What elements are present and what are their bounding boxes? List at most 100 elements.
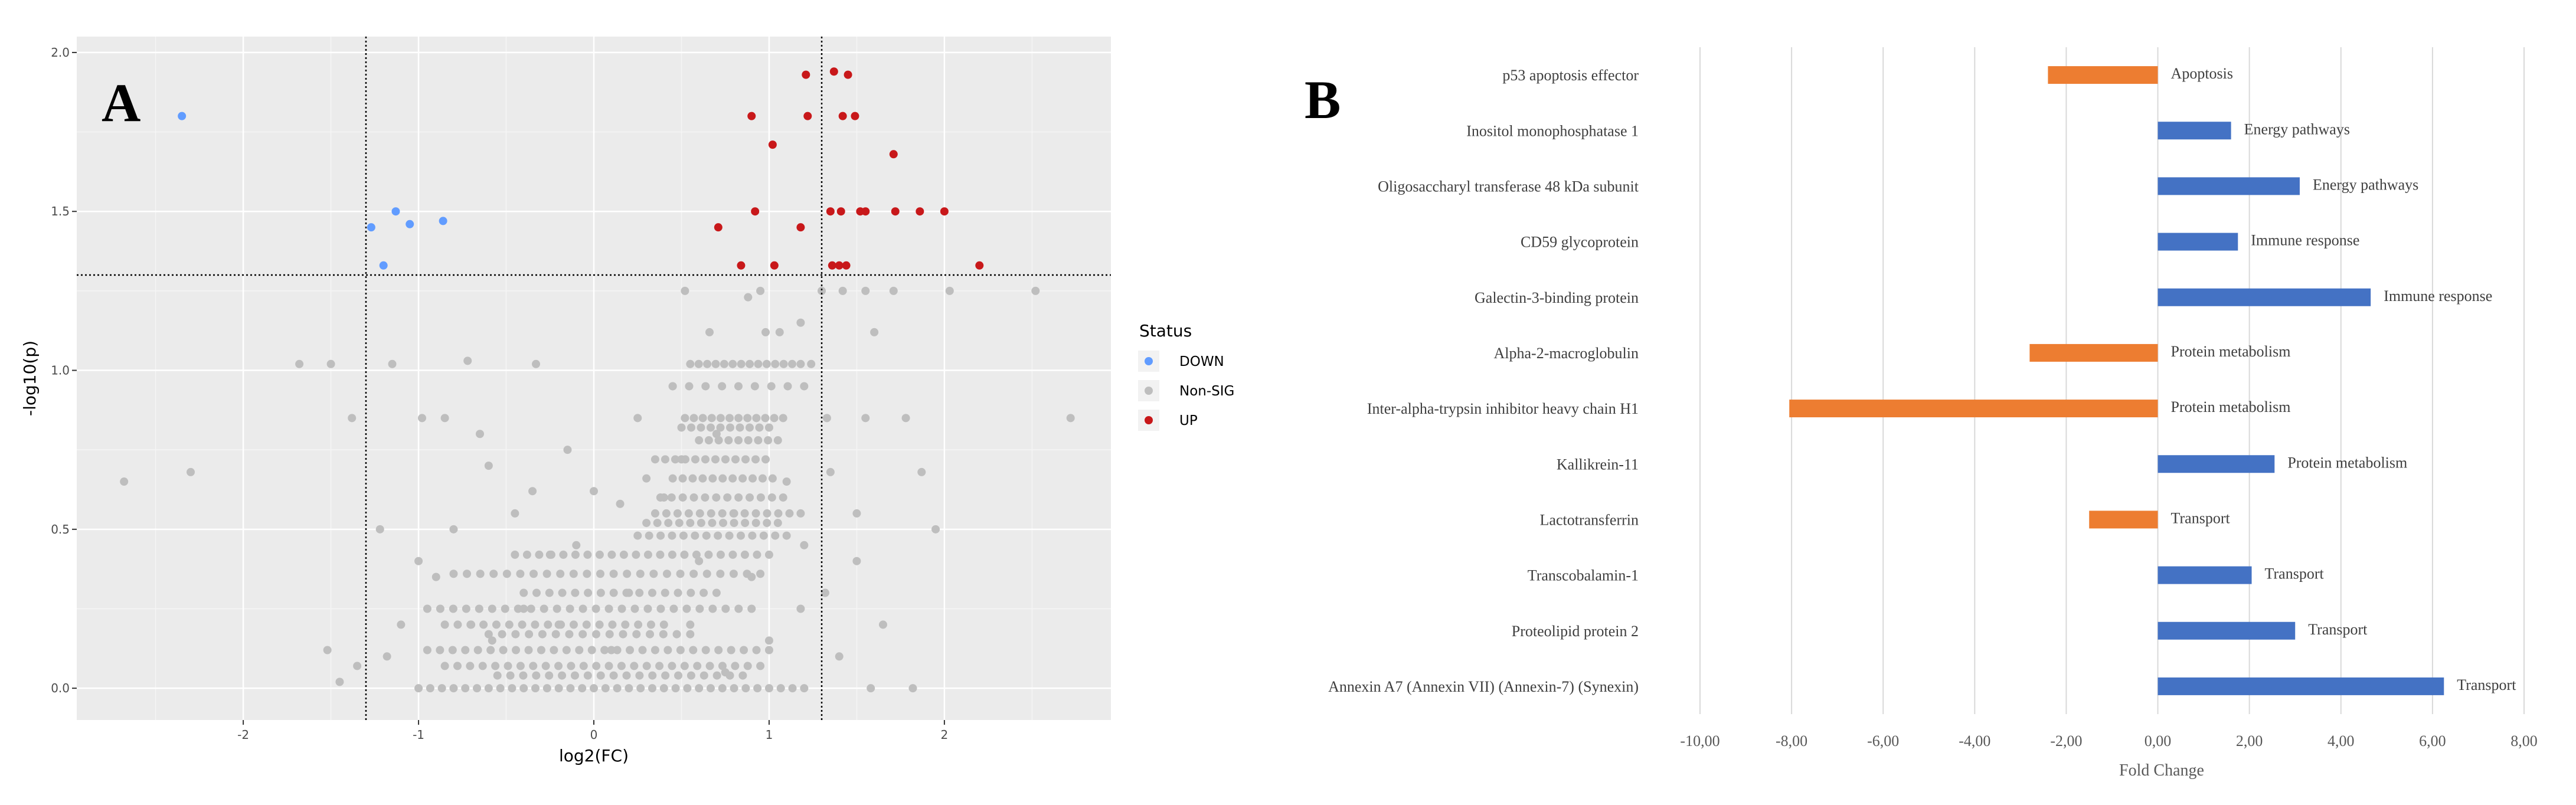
point-non-sig [796, 604, 805, 613]
point-non-sig [800, 684, 809, 693]
threshold-lines [77, 37, 1111, 720]
point-non-sig [714, 436, 723, 445]
point-non-sig [720, 359, 728, 368]
grid-lines [1699, 47, 2525, 714]
point-non-sig [753, 684, 762, 693]
point-non-sig [698, 474, 707, 483]
point-non-sig [608, 620, 617, 629]
point-non-sig [762, 359, 771, 368]
point-non-sig [607, 646, 616, 655]
point-non-sig [572, 541, 581, 549]
x-tick-label: 0 [590, 728, 598, 742]
point-non-sig [689, 646, 698, 655]
x-tick-label: 6,00 [2419, 732, 2446, 750]
point-non-sig [704, 436, 713, 445]
point-non-sig [746, 359, 754, 368]
point-non-sig [718, 382, 727, 391]
point-non-sig [668, 662, 676, 670]
point-non-sig [759, 531, 768, 540]
point-non-sig [554, 684, 563, 693]
point-non-sig [528, 487, 537, 496]
point-non-sig [461, 646, 470, 655]
point-non-sig [721, 668, 730, 677]
point-non-sig [728, 550, 737, 559]
bar [2029, 343, 2158, 362]
x-tick-label: -1 [413, 728, 424, 742]
point-non-sig [820, 588, 829, 597]
point-down [379, 261, 388, 270]
point-non-sig [440, 414, 449, 423]
point-non-sig [635, 588, 644, 597]
x-tick-label: 2,00 [2236, 732, 2263, 750]
point-non-sig [852, 509, 861, 518]
point-non-sig [463, 356, 472, 365]
point-non-sig [617, 604, 626, 613]
point-non-sig [687, 588, 695, 597]
point-non-sig [730, 684, 738, 693]
point-up [836, 207, 845, 216]
point-non-sig [756, 286, 765, 295]
x-tick-label: -4,00 [1959, 732, 1990, 750]
legend-swatch [1145, 357, 1153, 365]
point-non-sig [632, 550, 640, 559]
point-non-sig [633, 414, 642, 423]
y-axis-title: -log10(p) [20, 341, 40, 416]
point-non-sig [488, 636, 496, 645]
point-up [770, 261, 779, 270]
point-non-sig [649, 570, 658, 578]
point-non-sig [642, 662, 651, 670]
point-non-sig [725, 414, 734, 423]
bar-label: Immune response [2251, 232, 2359, 249]
point-non-sig [461, 684, 470, 693]
point-non-sig [463, 570, 472, 578]
point-non-sig [707, 509, 715, 518]
point-non-sig [917, 467, 926, 476]
point-non-sig [664, 519, 673, 528]
point-non-sig [671, 455, 679, 464]
point-non-sig [1066, 414, 1075, 423]
point-non-sig [694, 359, 703, 368]
point-non-sig [462, 604, 470, 613]
y-tick-label: 1.0 [51, 364, 70, 378]
category-label: p53 apoptosis effector [1502, 67, 1639, 84]
point-up [751, 207, 760, 216]
point-non-sig [554, 620, 563, 629]
point-non-sig [617, 662, 626, 670]
point-non-sig [669, 604, 678, 613]
legend-label: UP [1179, 413, 1198, 428]
x-tick-label: -8,00 [1776, 732, 1807, 750]
point-non-sig [764, 646, 773, 655]
point-non-sig [519, 684, 528, 693]
point-non-sig [545, 671, 554, 680]
x-tick-label: 1 [766, 728, 773, 742]
x-tick-label: 0,00 [2145, 732, 2172, 750]
bar-label: Protein metabolism [2287, 454, 2407, 471]
x-axis-title: log2(FC) [559, 746, 629, 765]
point-non-sig [524, 646, 533, 655]
point-non-sig [508, 684, 516, 693]
point-non-sig [714, 646, 723, 655]
point-non-sig [609, 570, 618, 578]
point-non-sig [676, 570, 685, 578]
point-non-sig [741, 684, 750, 693]
point-non-sig [764, 684, 773, 693]
point-non-sig [491, 662, 500, 670]
point-non-sig [607, 550, 616, 559]
point-non-sig [751, 509, 760, 518]
point-non-sig [736, 531, 745, 540]
point-non-sig [861, 286, 870, 295]
point-non-sig [731, 455, 740, 464]
point-non-sig [747, 572, 756, 581]
point-non-sig [748, 531, 757, 540]
point-non-sig [725, 423, 734, 432]
point-non-sig [496, 684, 505, 693]
point-non-sig [453, 620, 462, 629]
point-non-sig [721, 455, 730, 464]
axis-ticks: -2 -1 0 1 2 0.0 0.5 1.0 1.5 2.0 [51, 45, 948, 742]
point-non-sig [867, 684, 875, 693]
point-non-sig [541, 662, 550, 670]
point-non-sig [120, 477, 129, 486]
point-non-sig [716, 414, 725, 423]
point-non-sig [645, 531, 653, 540]
point-non-sig [706, 423, 715, 432]
